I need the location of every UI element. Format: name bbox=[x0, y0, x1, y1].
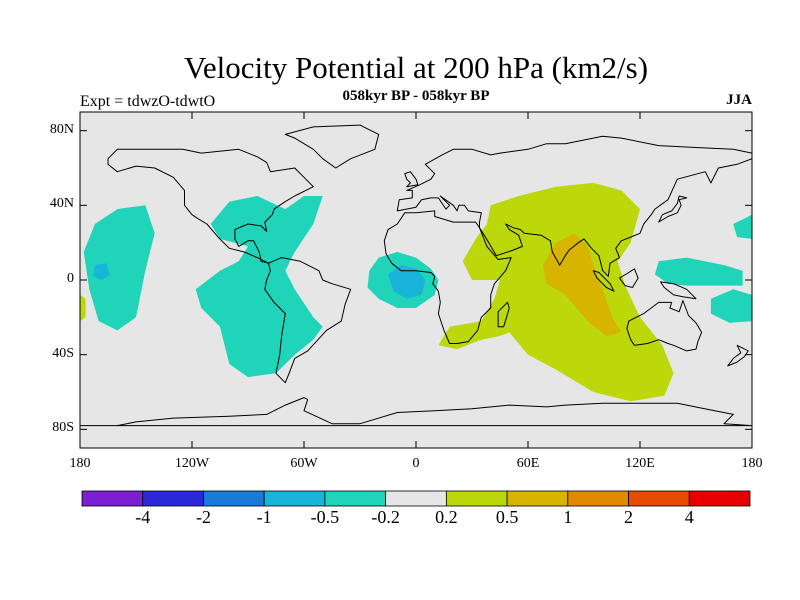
colorbar-swatch bbox=[385, 490, 447, 507]
contour-region-americas-atlantic-negative bbox=[195, 196, 323, 378]
coastline-japan bbox=[658, 195, 688, 223]
lon-tick-label: 180 bbox=[69, 456, 91, 471]
lon-tick-label: 180 bbox=[741, 456, 763, 471]
coastline-madagascar bbox=[497, 301, 510, 328]
coastline-new-guinea bbox=[660, 281, 697, 300]
contour-region-west-pacific-negative bbox=[654, 257, 743, 286]
colorbar-label: 4 bbox=[684, 507, 694, 527]
lon-tick-label: 120W bbox=[174, 456, 210, 471]
contour-region-gulf-of-guinea-core bbox=[388, 265, 426, 299]
colorbar-swatch bbox=[506, 490, 569, 507]
coastline-eurasia bbox=[396, 135, 752, 277]
coastline-antarctica bbox=[80, 397, 752, 427]
colorbar-label: -1 bbox=[256, 507, 272, 527]
colorbar-label: 0.2 bbox=[435, 507, 458, 527]
colorbar-swatch bbox=[263, 490, 326, 507]
colorbar-swatch bbox=[567, 490, 629, 507]
colorbar-swatch bbox=[324, 490, 387, 507]
coastline-sumatra bbox=[592, 270, 615, 292]
coastline-borneo bbox=[619, 268, 639, 288]
contour-region-central-pacific-core bbox=[93, 263, 110, 280]
coastline-british-isles bbox=[404, 171, 419, 188]
subtitle: 058kyr BP - 058kyr BP bbox=[342, 88, 490, 104]
lon-tick-label: 0 bbox=[412, 456, 420, 471]
colorbar-label: -2 bbox=[195, 507, 211, 527]
lon-tick-label: 60W bbox=[290, 456, 318, 471]
season-label: JJA bbox=[726, 92, 752, 108]
lat-tick-label: 0 bbox=[67, 271, 74, 286]
coastline-layer bbox=[80, 124, 752, 427]
contour-region-east-edge-north-negative bbox=[733, 214, 752, 239]
colorbar-swatch bbox=[688, 490, 751, 507]
lat-tick-label: 40N bbox=[49, 196, 74, 212]
experiment-label: Expt = tdwzO-tdwtO bbox=[80, 93, 216, 110]
lon-tick-label: 120E bbox=[625, 456, 655, 471]
lat-tick-label: 80S bbox=[52, 420, 74, 436]
axis-ticks bbox=[79, 112, 753, 448]
colorbar-label: 1 bbox=[563, 507, 573, 527]
colorbar bbox=[81, 490, 751, 507]
colorbar-swatch bbox=[81, 490, 144, 507]
colorbar-swatch bbox=[142, 490, 204, 507]
colorbar-label: -0.2 bbox=[371, 507, 400, 527]
contour-fill-layer bbox=[80, 182, 752, 402]
plot-title: Velocity Potential at 200 hPa (km2/s) bbox=[183, 50, 649, 85]
colorbar-label: 2 bbox=[624, 507, 634, 527]
contour-region-west-edge-positive bbox=[80, 294, 86, 322]
lat-tick-label: 40S bbox=[52, 345, 74, 361]
colorbar-swatch bbox=[445, 490, 508, 507]
coastline-greenland bbox=[284, 124, 380, 169]
colorbar-swatch bbox=[203, 490, 265, 507]
lon-tick-label: 60E bbox=[516, 456, 540, 471]
colorbar-label: 0.5 bbox=[495, 507, 519, 527]
contour-region-east-edge-south-negative bbox=[710, 289, 752, 323]
coastline-australia bbox=[626, 300, 703, 352]
coastline-africa bbox=[383, 210, 512, 344]
colorbar-label: -4 bbox=[135, 507, 151, 527]
contour-region-indian-ocean-core bbox=[542, 233, 622, 336]
contour-region-central-pacific-negative bbox=[83, 205, 155, 331]
coastline-south-america bbox=[264, 257, 352, 384]
colorbar-swatch bbox=[628, 490, 690, 507]
coastline-north-america bbox=[107, 148, 314, 264]
lat-tick-label: 80N bbox=[49, 121, 74, 137]
contour-region-indian-ocean-positive bbox=[438, 182, 674, 402]
colorbar-label: -0.5 bbox=[310, 507, 340, 527]
coastline-new-zealand bbox=[727, 344, 749, 367]
